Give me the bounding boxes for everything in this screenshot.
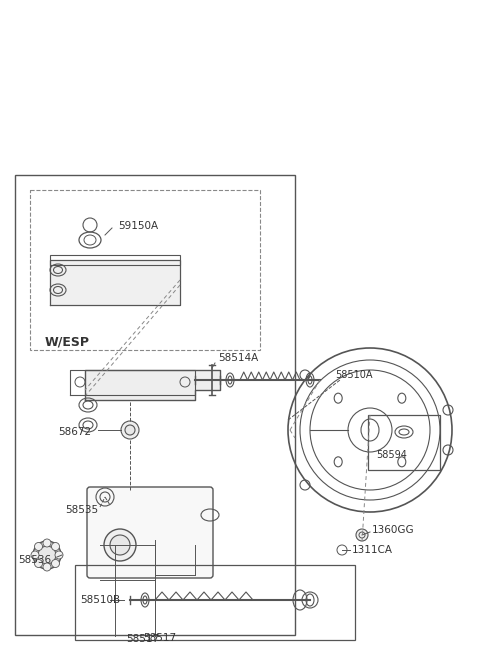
Polygon shape — [50, 260, 180, 305]
FancyBboxPatch shape — [87, 487, 213, 578]
Text: 58517: 58517 — [143, 633, 176, 643]
Circle shape — [104, 529, 136, 561]
Circle shape — [51, 542, 60, 550]
Circle shape — [110, 535, 130, 555]
Bar — [30, 190, 260, 350]
Circle shape — [33, 541, 61, 569]
Bar — [15, 175, 295, 635]
Circle shape — [51, 559, 60, 567]
Text: 58594: 58594 — [376, 450, 407, 460]
Bar — [75, 565, 355, 640]
Circle shape — [55, 551, 63, 559]
Text: 58517: 58517 — [126, 634, 159, 644]
Circle shape — [125, 425, 135, 435]
Circle shape — [356, 529, 368, 541]
Circle shape — [43, 539, 51, 547]
Text: 1311CA: 1311CA — [352, 545, 393, 555]
Circle shape — [38, 546, 56, 564]
Text: 58514A: 58514A — [218, 353, 258, 363]
Text: 1360GG: 1360GG — [372, 525, 415, 535]
Circle shape — [43, 563, 51, 571]
Text: 58510A: 58510A — [335, 370, 372, 380]
Text: W/ESP: W/ESP — [45, 336, 90, 349]
Circle shape — [121, 421, 139, 439]
Bar — [368, 415, 440, 470]
Text: 58535: 58535 — [65, 505, 98, 515]
Text: 58536: 58536 — [18, 555, 51, 565]
Circle shape — [31, 551, 39, 559]
Text: 58672: 58672 — [58, 427, 91, 437]
Polygon shape — [85, 370, 220, 400]
Circle shape — [35, 559, 43, 567]
Bar — [50, 255, 180, 265]
Circle shape — [35, 542, 43, 550]
Text: 59150A: 59150A — [118, 221, 158, 231]
Text: 58510B: 58510B — [80, 595, 120, 605]
